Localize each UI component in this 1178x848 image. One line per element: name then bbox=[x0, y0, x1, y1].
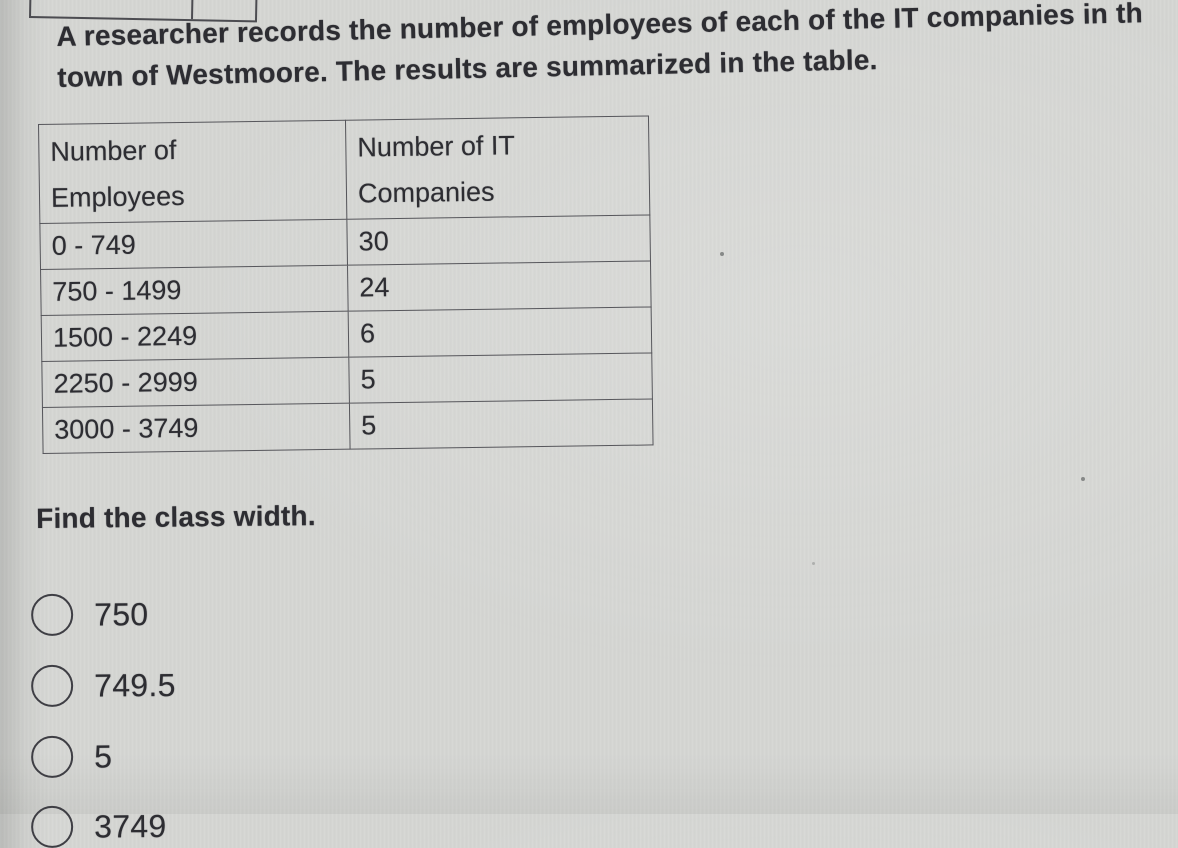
radio-button-icon[interactable] bbox=[31, 735, 74, 778]
radio-button-icon[interactable] bbox=[31, 805, 74, 848]
answer-option-label: 3749 bbox=[94, 807, 167, 845]
dust-speck bbox=[1081, 477, 1085, 481]
radio-button-icon[interactable] bbox=[31, 593, 74, 636]
answer-option-749-5[interactable]: 749.5 bbox=[31, 664, 176, 707]
answer-option-label: 749.5 bbox=[94, 666, 176, 704]
radio-button-icon[interactable] bbox=[31, 664, 74, 707]
dust-speck bbox=[720, 252, 724, 256]
dust-speck bbox=[812, 562, 815, 565]
answer-option-3749-partial[interactable]: 3749 bbox=[31, 805, 167, 848]
answer-options: 750 749.5 5 3749 bbox=[31, 593, 176, 848]
answer-option-5[interactable]: 5 bbox=[31, 735, 112, 778]
answer-option-750[interactable]: 750 bbox=[31, 593, 149, 636]
answer-option-label: 5 bbox=[94, 737, 113, 775]
answer-option-label: 750 bbox=[94, 595, 149, 633]
